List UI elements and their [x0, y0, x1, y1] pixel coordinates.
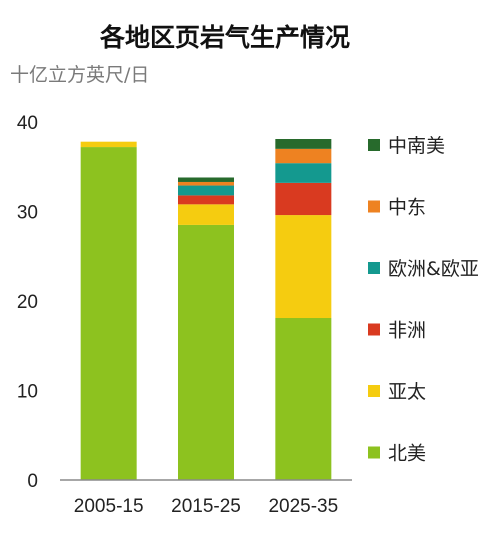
legend-label: 中东	[388, 197, 426, 219]
bar-segment	[178, 224, 234, 480]
y-tick-label: 10	[17, 382, 38, 403]
x-tick-label: 2005-15	[74, 496, 144, 517]
bar-segment	[178, 204, 234, 225]
bar-segment	[275, 148, 332, 164]
legend-label: 中南美	[388, 135, 445, 157]
unit-label: 十亿立方英尺/日	[10, 64, 149, 86]
y-tick-label: 30	[17, 203, 38, 224]
x-tick-label: 2025-35	[268, 496, 338, 517]
legend-swatch	[368, 385, 380, 397]
bar-segment	[275, 318, 332, 480]
bar-segment	[275, 163, 332, 183]
x-tick-label: 2015-25	[171, 496, 241, 517]
legend-swatch	[368, 262, 380, 274]
bar-segment	[275, 215, 332, 319]
legend-label: 欧洲&欧亚	[388, 258, 479, 280]
y-axis-ticks: 0 10 20 30 40	[17, 113, 38, 492]
legend-label: 亚太	[388, 381, 426, 403]
legend-swatch	[368, 323, 380, 336]
bar-segment	[80, 147, 137, 480]
bar-segment	[80, 141, 137, 148]
bar-segment	[178, 181, 234, 186]
y-tick-label: 0	[27, 471, 38, 492]
legend-swatch	[368, 446, 380, 459]
bar-segment	[178, 177, 234, 182]
y-tick-label: 20	[17, 292, 38, 313]
bars	[80, 139, 332, 480]
legend-label: 北美	[388, 443, 426, 465]
bar-segment	[178, 195, 234, 205]
legend-label: 非洲	[388, 320, 426, 342]
bar-segment	[275, 182, 332, 216]
x-axis-ticks: 2005-15 2015-25 2025-35	[74, 496, 338, 517]
legend-swatch	[368, 139, 380, 151]
chart-title: 各地区页岩气生产情况	[99, 23, 350, 52]
bar-segment	[178, 185, 234, 196]
bar-segment	[275, 139, 332, 149]
y-tick-label: 40	[17, 113, 38, 134]
legend-swatch	[368, 200, 380, 213]
